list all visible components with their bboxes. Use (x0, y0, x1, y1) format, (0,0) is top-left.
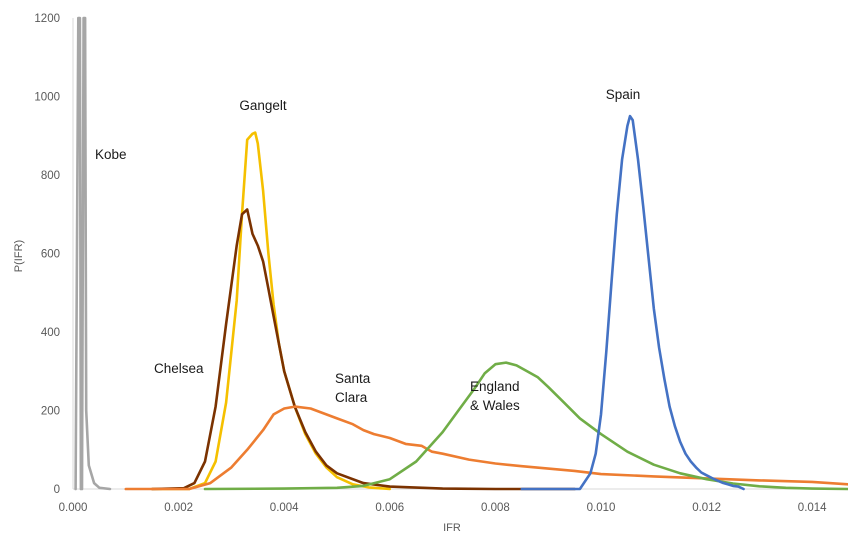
series-labels: Kobe Gangelt Chelsea Santa Clara England & Wal… (95, 87, 640, 413)
y-tick-label: 400 (41, 327, 60, 339)
x-tick-label: 0.010 (587, 502, 616, 514)
series-label-gangelt: Gangelt (239, 98, 287, 113)
series-label-kobe: Kobe (95, 147, 127, 162)
y-tick-label: 200 (41, 406, 60, 418)
series-label-chelsea: Chelsea (154, 361, 204, 376)
y-axis-ticks: 0 200 400 600 800 1000 1200 (34, 13, 60, 496)
x-axis-ticks: 0.000 0.002 0.004 0.006 0.008 0.010 0.012 0.014 (59, 502, 828, 514)
series-line-spain (522, 116, 744, 489)
y-tick-label: 1000 (34, 92, 60, 104)
series-line-chelsea (152, 210, 574, 490)
series-line-gangelt (152, 133, 390, 489)
series-label-england-wales: England (470, 379, 520, 394)
x-axis-title: IFR (443, 522, 461, 534)
x-tick-label: 0.008 (481, 502, 510, 514)
y-tick-label: 1200 (34, 13, 60, 25)
x-tick-label: 0.014 (798, 502, 827, 514)
series-line-santa-clara (126, 407, 848, 489)
series-label-santa-clara: Santa (335, 371, 371, 386)
y-tick-label: 0 (54, 484, 60, 496)
x-tick-label: 0.012 (692, 502, 721, 514)
x-tick-label: 0.000 (59, 502, 88, 514)
y-tick-label: 600 (41, 249, 60, 261)
series-label-spain: Spain (606, 87, 641, 102)
x-tick-label: 0.004 (270, 502, 299, 514)
y-tick-label: 800 (41, 170, 60, 182)
series-lines (76, 18, 848, 489)
series-label-england-wales: & Wales (470, 398, 520, 413)
x-tick-label: 0.002 (164, 502, 193, 514)
x-tick-label: 0.006 (375, 502, 404, 514)
y-axis-title: P(IFR) (13, 240, 25, 272)
series-label-santa-clara: Clara (335, 390, 368, 405)
axis-lines (73, 18, 848, 489)
series-line-kobe (76, 18, 110, 489)
